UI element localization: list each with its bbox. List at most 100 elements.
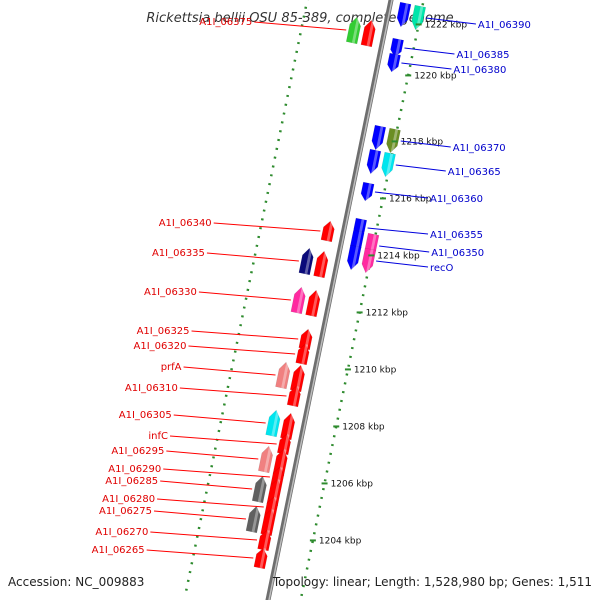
gene-label-left: A1I_06275 [99, 506, 152, 517]
gene-label-right: A1I_06360 [430, 194, 483, 205]
gene-left-0 [345, 16, 361, 45]
gene-right-2 [387, 52, 401, 73]
gene-left-6 [275, 361, 291, 390]
label-leader-line [179, 387, 287, 397]
label-leader-line [163, 468, 270, 478]
label-leader-line [198, 291, 291, 301]
gene-left-strand-8 [280, 412, 296, 441]
gene-label-right: A1I_06390 [478, 20, 531, 31]
gene-left-strand-2 [313, 250, 329, 279]
gene-right-8 [361, 247, 377, 274]
accession-text: Accession: NC_009883 [8, 575, 144, 589]
kbp-tick-label: 1220 kbp [414, 71, 457, 81]
label-leader-line [150, 531, 258, 541]
label-leader-line [146, 549, 254, 559]
gene-label-left: A1I_06375 [199, 17, 252, 28]
gene-features [245, 1, 427, 570]
label-leader-line [153, 510, 247, 520]
gene-label-right: recO [430, 263, 454, 274]
label-leader-line [376, 260, 429, 268]
label-leader-line [157, 498, 264, 508]
gene-label-left: A1I_06330 [144, 287, 197, 298]
gene-label-left: A1I_06280 [102, 494, 155, 505]
gene-left-2 [298, 247, 314, 276]
label-leader-line [400, 140, 451, 148]
gene-label-left: A1I_06335 [152, 248, 205, 259]
gene-left-strand-3 [305, 289, 321, 318]
gene-left-7 [286, 385, 301, 408]
gene-right-strand-0 [396, 1, 412, 28]
gene-right-4 [381, 151, 396, 178]
gene-left-12 [251, 475, 267, 504]
kbp-tick-label: 1210 kbp [354, 365, 397, 375]
kbp-tick-label: 1222 kbp [425, 20, 468, 30]
kbp-tick-label: 1218 kbp [401, 137, 444, 147]
backbone-line [265, 0, 394, 600]
gene-label-left: infC [148, 431, 168, 442]
kbp-ruler-ticks: 1222 kbp 1220 kbp 1218 kbp 1216 kbp 1214 kbp… [309, 20, 468, 546]
gene-label-right: A1I_06385 [456, 50, 509, 61]
label-leader-line [160, 480, 253, 490]
label-leader-line [404, 47, 455, 55]
genome-backbone [265, 0, 394, 600]
gene-label-left: A1I_06310 [125, 383, 178, 394]
label-leader-line [169, 435, 277, 445]
label-leader-line [379, 245, 430, 253]
gene-left-1 [320, 220, 335, 243]
label-leader-line [367, 227, 429, 235]
kbp-tick-label: 1212 kbp [366, 308, 409, 318]
label-leader-line [166, 450, 259, 460]
gene-label-left: A1I_06285 [105, 476, 158, 487]
gene-labels: A1I_06375 A1I_06340 A1I_06335 A1I_06330 A1I_… [92, 17, 531, 559]
kbp-tick-label: 1216 kbp [389, 194, 432, 204]
gene-left-5 [295, 343, 310, 366]
gene-right-0 [411, 4, 427, 31]
label-leader-line [254, 21, 347, 31]
gene-label-left: A1I_06340 [159, 218, 212, 229]
genome-info-text: Topology: linear; Length: 1,528,980 bp; … [272, 575, 592, 589]
gene-left-14 [245, 505, 261, 534]
label-leader-line [183, 366, 276, 376]
label-leader-line [206, 252, 299, 262]
gene-left-8 [265, 409, 281, 438]
gene-left-strand-6 [289, 364, 305, 393]
backbone-highlight [268, 0, 393, 600]
gene-label-left: A1I_06305 [119, 410, 172, 421]
gene-label-left: A1I_06325 [137, 326, 190, 337]
label-leader-line [374, 191, 429, 199]
gene-left-strand-14 [260, 508, 276, 537]
gene-label-right: A1I_06370 [453, 143, 506, 154]
gene-left-9 [276, 433, 291, 456]
map-title: Rickettsia bellii OSU 85-389, complete g… [146, 11, 453, 26]
gene-label-left: A1I_06290 [108, 464, 161, 475]
gene-label-right: A1I_06380 [453, 65, 506, 76]
label-leader-line [425, 17, 476, 25]
gene-left-3 [290, 286, 306, 315]
gene-label-right: A1I_06365 [448, 167, 501, 178]
gene-right-5 [360, 181, 375, 202]
gene-right-1 [390, 37, 404, 58]
gene-left-15 [257, 529, 272, 552]
gene-right-strand-8 [346, 244, 362, 271]
gene-label-left: prfA [161, 362, 182, 373]
gene-label-left: A1I_06265 [92, 545, 145, 556]
label-leader-line [401, 62, 452, 70]
kbp-tick-label: 1214 kbp [377, 251, 420, 261]
kbp-tick-label: 1208 kbp [342, 422, 385, 432]
gene-label-left: A1I_06295 [111, 446, 164, 457]
label-leader-line [213, 222, 321, 232]
gene-label-left: A1I_06320 [133, 341, 186, 352]
ruler-dotted-lines [183, 0, 425, 600]
label-leader-line [395, 164, 446, 172]
gene-label-right: A1I_06355 [430, 230, 483, 241]
gene-right-strand-4 [366, 148, 382, 175]
gene-left-strand-0 [360, 19, 376, 48]
kbp-tick-label: 1204 kbp [319, 536, 362, 546]
label-leader-line [188, 345, 296, 355]
gene-left-4 [298, 328, 313, 351]
label-leader-line [173, 414, 266, 424]
gene-right-strand-3 [371, 124, 387, 151]
label-leader-line [191, 330, 299, 340]
gene-label-right: A1I_06350 [431, 248, 484, 259]
